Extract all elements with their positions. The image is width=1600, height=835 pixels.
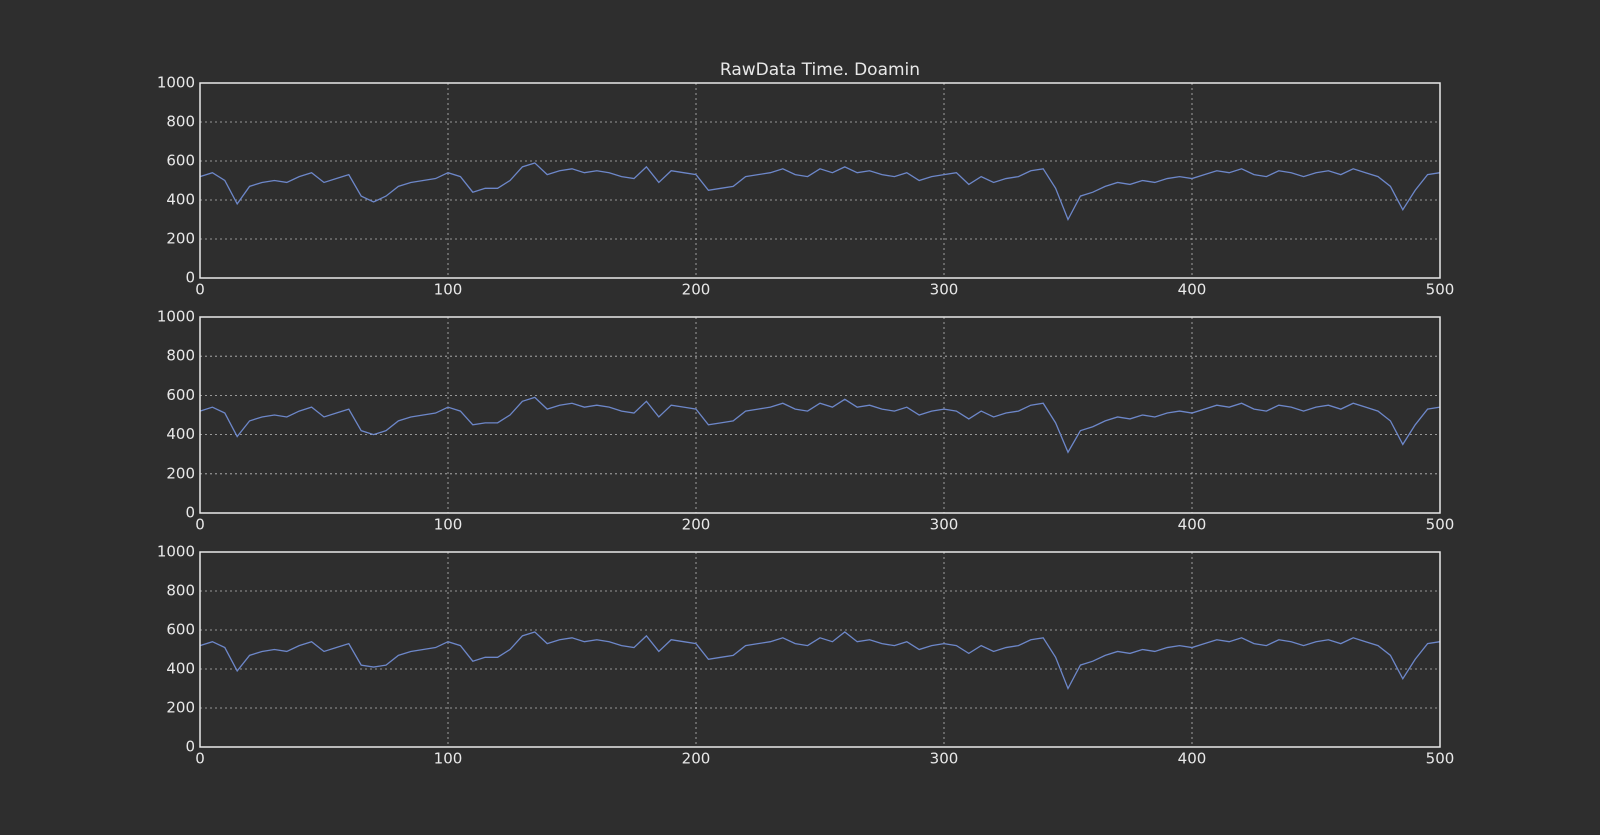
- plot-frame: [199, 82, 1441, 279]
- x-tick-label: 200: [682, 516, 711, 534]
- y-tick-label: 200: [166, 230, 195, 248]
- chart-title: RawData Time. Doamin: [720, 60, 920, 80]
- x-tick-label: 400: [1178, 750, 1207, 768]
- y-tick-label: 200: [166, 699, 195, 717]
- y-tick-label: 800: [166, 582, 195, 600]
- x-tick-label: 100: [434, 750, 463, 768]
- plot-frame: [199, 316, 1441, 514]
- x-tick-label: 400: [1178, 281, 1207, 299]
- plot-frame: [199, 551, 1441, 748]
- y-tick-label: 400: [166, 425, 195, 443]
- y-tick-label: 200: [166, 464, 195, 482]
- y-tick-label: 800: [166, 113, 195, 131]
- x-tick-label: 200: [682, 281, 711, 299]
- y-tick-label: 0: [185, 504, 195, 522]
- data-line: [199, 396, 1441, 454]
- y-tick-label: 600: [166, 621, 195, 639]
- x-tick-label: 0: [195, 516, 205, 534]
- x-tick-label: 200: [682, 750, 711, 768]
- y-tick-label: 600: [166, 152, 195, 170]
- y-tick-label: 800: [166, 347, 195, 365]
- y-tick-label: 1000: [157, 543, 195, 561]
- y-tick-label: 600: [166, 386, 195, 404]
- y-tick-label: 400: [166, 660, 195, 678]
- y-tick-label: 0: [185, 738, 195, 756]
- x-tick-label: 0: [195, 281, 205, 299]
- x-tick-label: 0: [195, 750, 205, 768]
- x-tick-label: 500: [1426, 516, 1455, 534]
- y-tick-label: 0: [185, 269, 195, 287]
- x-tick-label: 500: [1426, 750, 1455, 768]
- x-tick-label: 100: [434, 281, 463, 299]
- x-tick-label: 300: [930, 750, 959, 768]
- data-line: [199, 162, 1441, 222]
- y-tick-label: 1000: [157, 308, 195, 326]
- x-tick-label: 500: [1426, 281, 1455, 299]
- x-tick-label: 400: [1178, 516, 1207, 534]
- data-line: [199, 631, 1441, 691]
- x-tick-label: 300: [930, 281, 959, 299]
- y-tick-label: 1000: [157, 74, 195, 92]
- y-tick-label: 400: [166, 191, 195, 209]
- x-tick-label: 100: [434, 516, 463, 534]
- x-tick-label: 300: [930, 516, 959, 534]
